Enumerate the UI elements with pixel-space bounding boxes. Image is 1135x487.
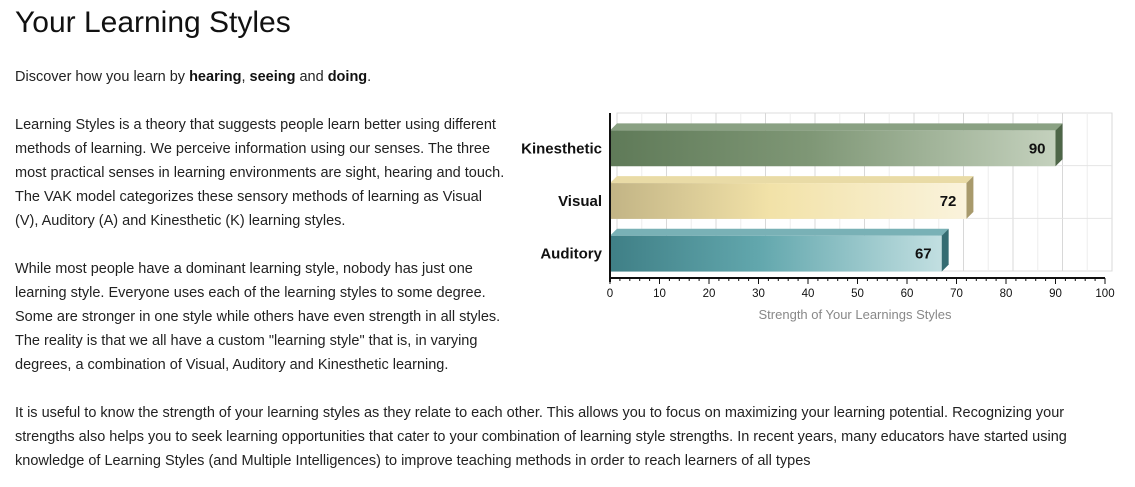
bar-front-face [610,235,942,272]
bar-value-label: 67 [915,246,932,263]
intro-doing: doing [327,69,368,85]
chart-axis: Kinesthetic Visual Auditory 0 10 20 30 40 50 60 70… [521,113,1115,300]
x-tick-label: 50 [851,288,864,300]
intro-hearing: hearing [189,69,242,85]
chart-bars: 90 72 67 [610,123,1063,272]
paragraph-learning-styles: Learning Styles is a theory that suggest… [15,117,505,229]
intro-prefix: Discover how you learn by [15,69,190,85]
x-tick-label: 60 [901,288,914,300]
paragraph-usefulness: It is useful to know the strength of you… [15,405,1067,469]
bar-auditory: 67 [610,228,949,272]
intro-suffix: . [367,69,372,85]
bar-top-face [610,228,949,236]
x-tick-label: 70 [950,288,963,300]
x-tick-label: 20 [703,288,716,300]
bar-front-face [610,183,967,219]
bar-value-label: 90 [1029,140,1046,157]
paragraph-dominant-style: While most people have a dominant learni… [15,261,501,373]
category-label: Visual [558,193,602,210]
x-tick-label: 10 [653,288,666,300]
x-tick-label: 40 [802,288,815,300]
intro-sep2: and [295,69,328,85]
bar-side-face [941,228,949,272]
bar-side-face [1055,123,1063,167]
learning-styles-chart: 90 72 67 Kinesthetic Visual Auditory 0 10 20 30 4… [521,112,1115,322]
category-label: Kinesthetic [521,140,602,157]
x-axis-title: Strength of Your Learnings Styles [759,307,952,322]
bar-front-face [610,130,1056,167]
category-label: Auditory [540,246,602,263]
bar-value-label: 72 [940,193,957,210]
bar-top-face [610,176,974,184]
bar-top-face [610,123,1063,131]
x-tick-label: 0 [607,288,613,300]
intro-text: Discover how you learn by hearing, seein… [15,65,371,89]
x-tick-label: 90 [1049,288,1062,300]
bar-kinesthetic: 90 [610,123,1063,167]
x-tick-label: 80 [1000,288,1013,300]
intro-sep1: , [241,69,250,85]
x-tick-label: 30 [752,288,765,300]
page-title: Your Learning Styles [15,6,291,39]
x-tick-label: 100 [1095,288,1114,300]
intro-seeing: seeing [249,69,296,85]
bar-side-face [966,176,974,219]
bar-visual: 72 [610,176,974,219]
